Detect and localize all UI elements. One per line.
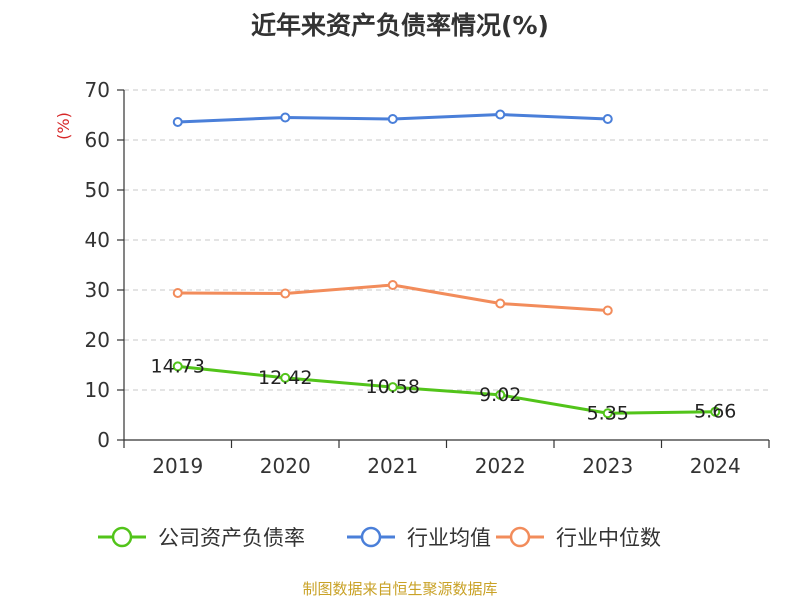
y-tick-label-70: 70 [85,78,110,102]
data-point-s0-2023 [602,408,613,419]
y-tick-label-60: 60 [85,128,110,152]
data-point-s1-2023 [602,114,613,124]
x-tick-label-2023: 2023 [582,454,633,478]
legend-marker-2 [509,526,531,548]
data-point-s0-2019 [172,361,183,372]
data-label-2023: 5.35 [587,402,629,424]
data-point-s0-2021 [387,382,398,393]
data-point-s1-2019 [172,117,183,127]
series-line-0 [177,364,716,415]
y-tick-label-20: 20 [85,328,110,352]
data-labels: 14.73 12.42 10.58 9.02 5.35 5.66 [151,355,737,424]
x-tick-label-2019: 2019 [152,454,203,478]
data-label-2019: 14.73 [151,355,205,377]
data-point-s2-2022 [495,298,506,309]
x-tick-label-2022: 2022 [475,454,526,478]
y-tick-label-30: 30 [85,278,110,302]
source-note: 制图数据来自恒生聚源数据库 [302,580,498,598]
data-point-s2-2019 [172,288,183,298]
data-label-2022: 9.02 [479,384,521,406]
legend-label-2: 行业中位数 [556,526,661,550]
data-label-2024: 5.66 [694,401,736,423]
y-tick-label-50: 50 [85,178,110,202]
data-point-s2-2021 [387,280,398,290]
legend: 公司资产负债率 行业均值 行业中位数 [98,526,661,550]
axes: 0 10 20 30 40 50 60 70 2019 2020 2021 2022 2023 2024 [85,78,770,478]
data-point-s0-2022 [495,389,506,400]
data-point-s2-2023 [602,305,613,316]
legend-label-1: 行业均值 [407,526,491,550]
data-point-s1-2020 [280,112,291,123]
data-label-2020: 12.42 [258,367,312,389]
x-tick-label-2021: 2021 [367,454,418,478]
data-point-s0-2024 [710,406,721,417]
x-tick-label-2024: 2024 [690,454,741,478]
series-group [172,109,721,419]
y-tick-label-40: 40 [85,228,110,252]
legend-label-0: 公司资产负债率 [158,526,305,550]
y-axis-unit-label: (%) [54,112,73,140]
y-tick-label-0: 0 [97,428,110,452]
data-point-s1-2021 [387,114,398,124]
chart-title: 近年来资产负债率情况(%) [251,11,549,40]
gridlines [124,89,769,391]
legend-marker-0 [111,526,133,548]
data-point-s1-2022 [495,109,506,120]
data-label-2021: 10.58 [366,376,420,398]
x-tick-label-2020: 2020 [260,454,311,478]
data-point-s0-2020 [280,372,291,383]
y-tick-label-10: 10 [85,378,110,402]
data-point-s2-2020 [280,288,291,299]
legend-marker-1 [360,526,382,548]
